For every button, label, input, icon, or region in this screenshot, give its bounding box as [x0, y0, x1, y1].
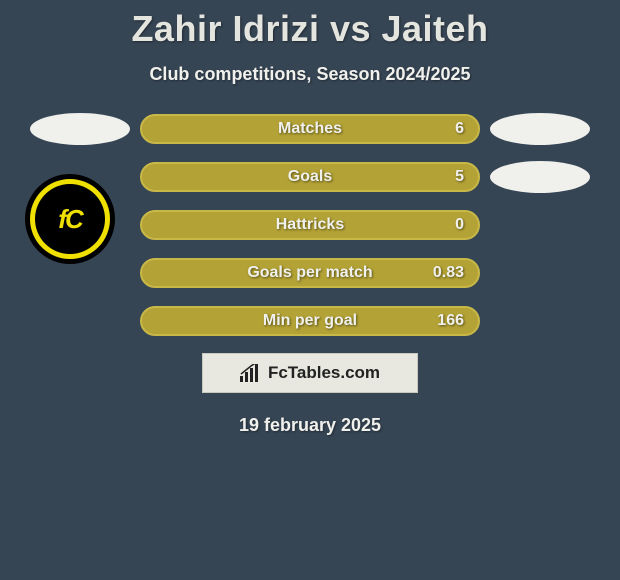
- stat-row: Min per goal 166: [0, 305, 620, 337]
- stat-bar: Hattricks 0: [140, 210, 480, 240]
- stat-label: Goals: [288, 168, 332, 186]
- footer-brand-text: FcTables.com: [268, 363, 380, 383]
- club-logo-text: fC: [35, 184, 105, 254]
- stat-label: Goals per match: [247, 264, 372, 282]
- stat-value: 166: [437, 312, 464, 330]
- stat-label: Hattricks: [276, 216, 344, 234]
- stat-label: Matches: [278, 120, 342, 138]
- stat-value: 6: [455, 120, 464, 138]
- club-logo: fC: [25, 174, 115, 264]
- right-oval: [490, 161, 590, 193]
- stat-value: 0.83: [433, 264, 464, 282]
- stat-bar: Goals per match 0.83: [140, 258, 480, 288]
- stat-bar: Matches 6: [140, 114, 480, 144]
- stat-label: Min per goal: [263, 312, 357, 330]
- subtitle: Club competitions, Season 2024/2025: [0, 64, 620, 85]
- date-text: 19 february 2025: [0, 415, 620, 436]
- page-title: Zahir Idrizi vs Jaiteh: [0, 0, 620, 50]
- right-oval: [490, 113, 590, 145]
- footer-brand-box: FcTables.com: [202, 353, 418, 393]
- stat-row: Matches 6: [0, 113, 620, 145]
- stat-value: 5: [455, 168, 464, 186]
- chart-icon: [240, 364, 262, 382]
- stat-value: 0: [455, 216, 464, 234]
- left-oval: [30, 113, 130, 145]
- stat-row: Goals per match 0.83: [0, 257, 620, 289]
- stat-bar: Goals 5: [140, 162, 480, 192]
- stat-bar: Min per goal 166: [140, 306, 480, 336]
